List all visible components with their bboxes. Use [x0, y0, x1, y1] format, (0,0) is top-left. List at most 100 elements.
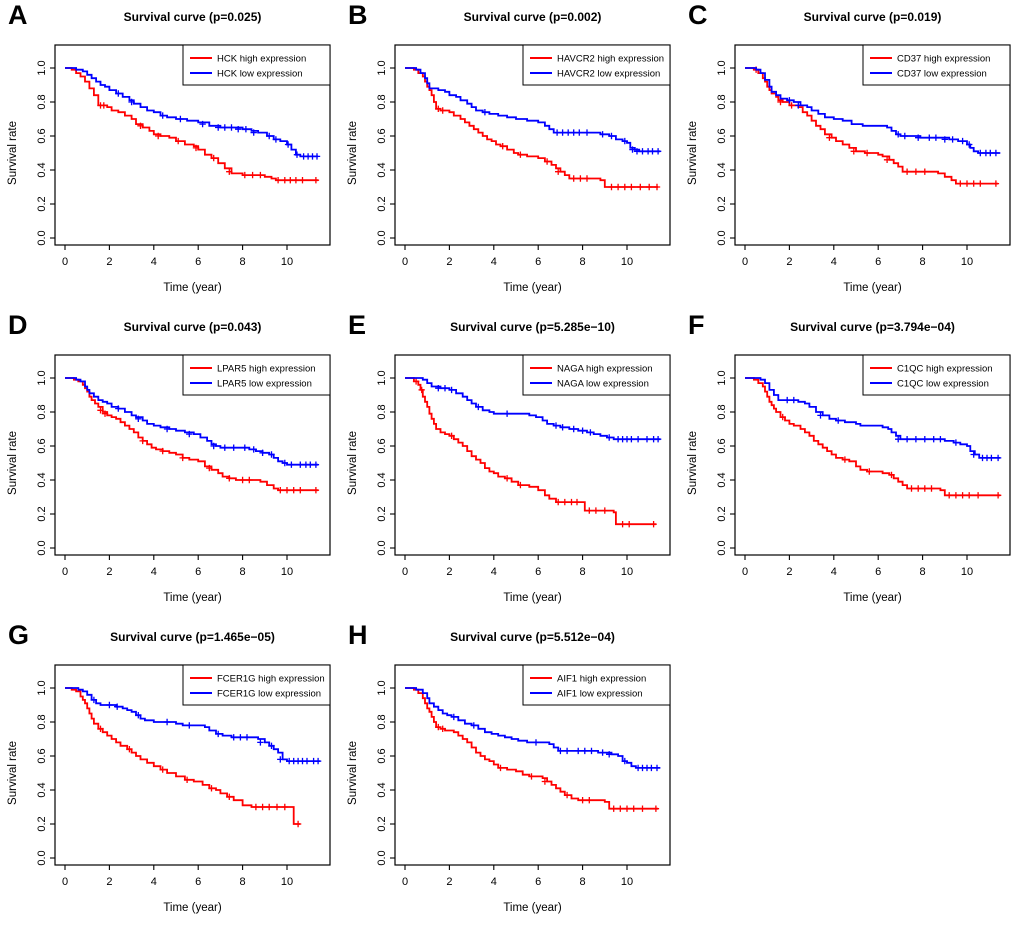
y-tick-label: 0.2 [36, 196, 48, 211]
censor-mark [475, 403, 482, 411]
x-axis-label: Time (year) [163, 282, 222, 294]
panel-title-E: Survival curve (p=5.285e−10) [450, 320, 615, 334]
x-tick-label: 10 [961, 256, 973, 268]
panel-letter-A: A [8, 0, 28, 30]
x-tick-label: 6 [195, 256, 201, 268]
censor-mark [294, 820, 302, 828]
legend-label: C1QC high expression [897, 364, 993, 375]
censor-mark [637, 183, 644, 191]
censor-mark [957, 180, 964, 187]
censor-mark [949, 136, 956, 143]
y-tick-label: 1.0 [36, 60, 48, 75]
censor-mark [966, 141, 973, 148]
censor-mark [559, 129, 566, 136]
censor-mark [235, 126, 242, 133]
y-tick-label: 0.8 [376, 404, 388, 419]
x-tick-label: 6 [195, 566, 201, 578]
censor-mark [555, 498, 562, 506]
legend-label: CD37 high expression [897, 54, 990, 65]
censor-mark [599, 749, 606, 756]
censor-mark [599, 131, 606, 138]
censor-mark [237, 734, 244, 741]
censor-mark [503, 475, 511, 482]
censor-mark [186, 430, 193, 438]
censor-mark [630, 805, 637, 812]
censor-mark [629, 146, 636, 153]
censor-mark [439, 107, 446, 114]
censor-mark [648, 764, 655, 772]
x-tick-label: 2 [446, 566, 452, 578]
censor-mark [895, 436, 902, 443]
censor-mark [250, 446, 257, 453]
censor-mark [435, 105, 442, 112]
censor-mark [297, 487, 304, 494]
y-tick-label: 0.4 [716, 162, 728, 177]
y-axis-label: Survival rate [347, 741, 359, 805]
y-tick-label: 0.2 [716, 196, 728, 211]
censor-mark [155, 132, 162, 140]
legend-label: HCK high expression [217, 54, 306, 65]
censor-mark [610, 805, 617, 812]
km-curve [405, 377, 656, 526]
censor-mark [288, 461, 295, 468]
x-tick-label: 6 [875, 566, 881, 578]
x-tick-label: 2 [106, 876, 112, 888]
x-tick-label: 0 [402, 876, 408, 888]
legend-box [862, 354, 1011, 396]
censor-mark [541, 778, 549, 785]
censor-mark [643, 436, 651, 443]
x-tick-label: 2 [786, 256, 792, 268]
censor-mark [588, 747, 595, 755]
panel-H: H Survival curve (p=5.512e−04) 0 2 4 6 8 10 Ti… [340, 620, 680, 932]
x-tick-label: 2 [106, 256, 112, 268]
censor-mark [937, 436, 944, 443]
censor-mark [563, 791, 571, 799]
censor-mark [866, 468, 873, 475]
censor-mark [114, 703, 121, 710]
y-tick-label: 0.8 [716, 404, 728, 419]
censor-mark [192, 144, 200, 152]
censor-mark [230, 444, 237, 451]
y-axis-label: Survival rate [687, 121, 699, 185]
censor-mark [226, 793, 233, 800]
y-tick-label: 0.4 [36, 472, 48, 487]
legend-label: LPAR5 low expression [217, 379, 312, 390]
km-plot-B: 0 2 4 6 8 10 Time (year) 0.0 0.2 0.4 0.6 0.8 1.0 Surv… [347, 44, 671, 294]
censor-mark [528, 773, 535, 780]
panel-letter-C: C [688, 0, 708, 30]
censor-mark [653, 764, 661, 772]
legend-label: FCER1G low expression [217, 689, 321, 700]
censor-mark [628, 436, 635, 443]
y-tick-label: 0.2 [376, 816, 388, 831]
censor-mark [418, 386, 425, 394]
x-tick-label: 10 [961, 566, 973, 578]
y-tick-label: 1.0 [36, 680, 48, 695]
censor-mark [115, 405, 122, 412]
censor-mark [179, 454, 186, 462]
censor-mark [277, 756, 284, 763]
x-tick-label: 4 [491, 566, 497, 578]
censor-mark [135, 415, 142, 422]
censor-mark [575, 747, 582, 755]
x-tick-label: 4 [151, 876, 157, 888]
x-tick-label: 10 [281, 256, 293, 268]
legend-label: HAVCR2 high expression [557, 54, 664, 65]
censor-mark [313, 153, 321, 160]
x-tick-label: 8 [920, 566, 926, 578]
km-curve [65, 687, 301, 825]
censor-mark [284, 141, 292, 148]
y-tick-label: 0.2 [36, 816, 48, 831]
censor-mark [314, 757, 322, 765]
censor-mark [932, 134, 940, 141]
censor-mark [614, 183, 622, 191]
censor-mark [287, 177, 294, 184]
y-tick-label: 0.4 [376, 782, 388, 797]
legend-label: CD37 low expression [897, 69, 987, 80]
y-tick-label: 0.8 [36, 404, 48, 419]
censor-mark [992, 149, 1000, 157]
y-axis-label: Survival rate [687, 431, 699, 495]
censor-mark [241, 444, 248, 451]
censor-mark [994, 454, 1002, 462]
censor-mark [106, 701, 113, 709]
censor-mark [312, 487, 320, 494]
